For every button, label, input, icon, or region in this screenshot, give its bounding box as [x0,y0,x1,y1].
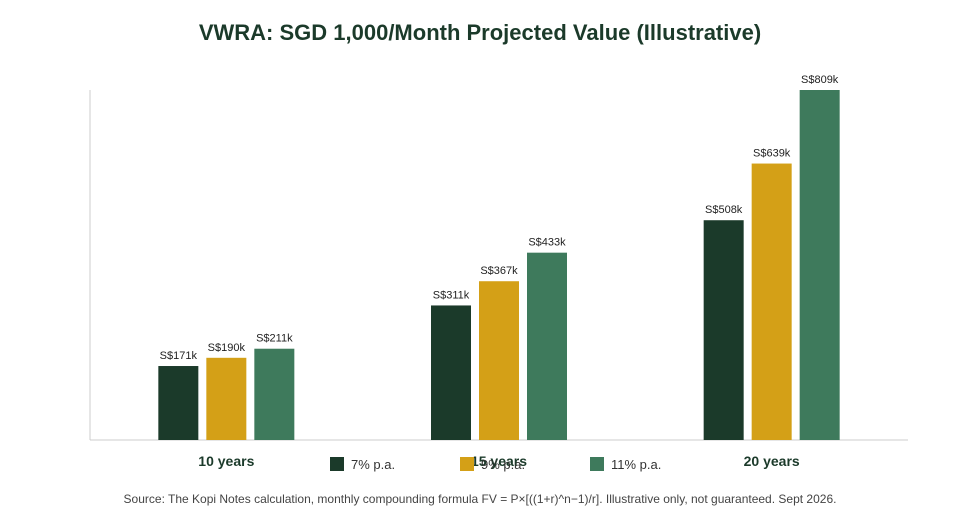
bar-1-2 [527,252,567,440]
bar-value-label: S$171k [160,350,198,362]
bar-1-0 [431,305,471,440]
bars-group [158,90,840,440]
legend-label: 7% p.a. [351,457,395,472]
bar-2-1 [751,163,792,440]
legend-swatch [590,457,604,471]
bar-0-2 [254,348,295,440]
category-label: 20 years [744,453,800,469]
source-note: Source: The Kopi Notes calculation, mont… [124,492,837,506]
bar-value-label: S$508k [705,204,743,216]
bar-value-label: S$809k [801,74,839,86]
bar-value-label: S$639k [753,148,791,160]
bar-0-0 [158,366,199,440]
bar-2-2 [799,90,840,440]
legend-swatch [460,457,474,471]
category-label: 15 years [471,453,527,469]
bar-0-1 [206,357,247,440]
legend: 7% p.a. 9% p.a. 11% p.a. [330,457,661,472]
bar-value-label: S$311k [433,289,470,301]
bar-value-label: S$211k [256,333,293,345]
bar-1-1 [479,281,519,440]
bar-value-label: S$433k [528,237,566,249]
bar-value-label: S$367k [480,265,518,277]
legend-label: 9% p.a. [481,457,525,472]
legend-label: 11% p.a. [611,457,661,472]
category-labels-group: 10 years 15 years 20 years [198,453,800,469]
chart-title: VWRA: SGD 1,000/Month Projected Value (I… [199,20,761,45]
bar-2-0 [703,220,744,440]
category-label: 10 years [198,453,254,469]
bar-value-label: S$190k [208,342,246,354]
bar-labels-group: S$171k S$190k S$211k S$311k S$367k S$433k S$50… [160,74,839,362]
legend-swatch [330,457,344,471]
